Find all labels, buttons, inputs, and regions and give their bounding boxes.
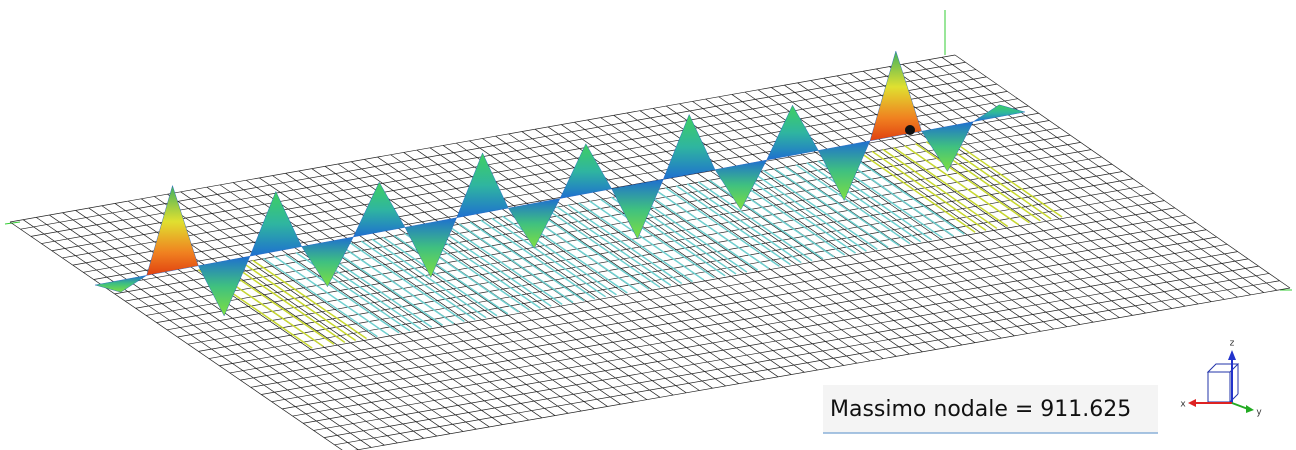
x-label: x	[1180, 400, 1186, 410]
diagram-lobe	[353, 182, 405, 237]
result-label-box: Massimo nodale = 911.625	[823, 385, 1158, 433]
x-arrow	[1188, 399, 1196, 407]
viewport: Massimo nodale = 911.625 z x y	[0, 0, 1296, 450]
y-arrow	[1246, 405, 1254, 413]
triad-box	[1208, 364, 1238, 372]
z-arrow	[1228, 350, 1236, 360]
diagram-lobe	[663, 114, 715, 179]
triad-box	[1208, 372, 1230, 402]
diagram-lobe	[198, 256, 250, 316]
y-label: y	[1256, 408, 1262, 418]
result-label: Massimo nodale = 911.625	[830, 397, 1131, 422]
z-label: z	[1230, 339, 1235, 349]
axis-triad: z x y	[1180, 339, 1262, 418]
y-axis	[1232, 403, 1248, 409]
max-node	[905, 125, 915, 135]
